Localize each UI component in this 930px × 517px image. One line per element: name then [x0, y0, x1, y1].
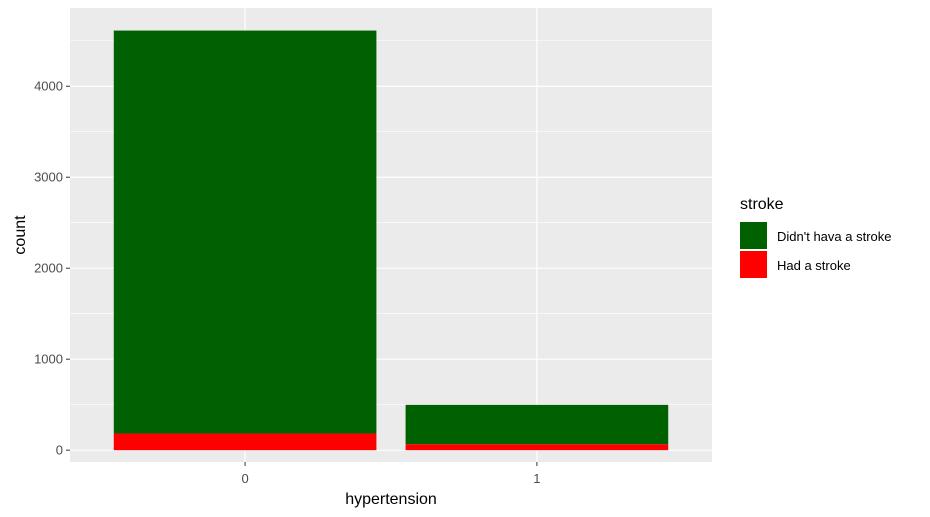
y-tick-label: 3000 [34, 170, 63, 185]
bars [113, 30, 669, 451]
x-axis-title: hypertension [345, 491, 437, 508]
y-axis-ticks: 0 1000 2000 3000 4000 [34, 79, 70, 458]
legend-title: stroke [740, 196, 784, 213]
y-tick-label: 4000 [34, 79, 63, 94]
legend-items: Didn't hava a stroke Had a stroke [740, 222, 892, 278]
x-tick-label: 1 [533, 471, 540, 486]
y-tick-label: 1000 [34, 352, 63, 367]
bar-1-stroke [405, 444, 669, 451]
legend-label: Didn't hava a stroke [777, 229, 892, 244]
y-axis-title: count [12, 215, 29, 255]
y-tick-label: 0 [56, 443, 63, 458]
bar-0-stroke [113, 433, 377, 451]
y-tick-label: 2000 [34, 261, 63, 276]
legend-swatch [740, 251, 767, 278]
x-tick-label: 0 [241, 471, 248, 486]
bar-1-no-stroke [405, 404, 669, 445]
legend-label: Had a stroke [777, 258, 851, 273]
legend-swatch [740, 222, 767, 249]
bar-0-no-stroke [113, 30, 377, 434]
legend: stroke Didn't hava a stroke Had a stroke [740, 196, 892, 278]
